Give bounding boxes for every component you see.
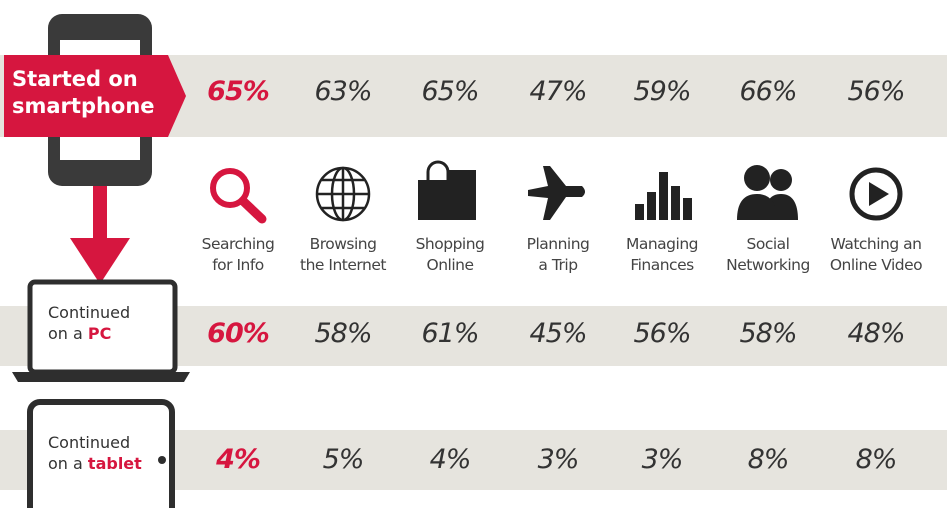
row-label: Continued on a PC: [48, 302, 130, 344]
percent-value: 8%: [855, 444, 898, 475]
percent-value: 3%: [641, 444, 684, 475]
percent-value: 45%: [529, 318, 587, 349]
percent-value: 4%: [216, 444, 261, 475]
icon-plane: [528, 166, 585, 220]
label-line: smartphone: [12, 94, 155, 118]
icon-play: [849, 167, 903, 221]
activity-line: Social: [746, 235, 790, 253]
label-line: on a: [48, 454, 83, 473]
activity-label: Browsing the Internet: [288, 234, 398, 276]
activity-label: Managing Finances: [607, 234, 717, 276]
percent-value: 65%: [421, 76, 479, 107]
activity-line: Watching an: [830, 235, 922, 253]
activity-line: Searching: [201, 235, 275, 253]
label-highlight: tablet: [87, 454, 142, 473]
activity-label: Planning a Trip: [503, 234, 613, 276]
arrow-head: [70, 238, 130, 284]
percent-value: 60%: [207, 318, 270, 349]
activity-line: Shopping: [415, 235, 485, 253]
activity-line: Finances: [630, 256, 694, 274]
laptop-base: [12, 372, 190, 382]
icon-people: [737, 165, 798, 220]
activity-line: Browsing: [309, 235, 377, 253]
icon-bars: [635, 172, 692, 220]
label-line: on a: [48, 324, 83, 343]
percent-value: 65%: [207, 76, 270, 107]
percent-value: 5%: [322, 444, 365, 475]
activity-line: the Internet: [300, 256, 386, 274]
percent-value: 63%: [314, 76, 372, 107]
activity-line: Networking: [726, 256, 810, 274]
activity-label: Searching for Info: [183, 234, 293, 276]
percent-value: 48%: [847, 318, 905, 349]
percent-value: 56%: [847, 76, 905, 107]
activity-line: a Trip: [538, 256, 578, 274]
banner: [4, 55, 186, 137]
percent-value: 4%: [429, 444, 472, 475]
percent-value: 8%: [747, 444, 790, 475]
percent-value: 56%: [633, 318, 691, 349]
label-line: Continued: [48, 433, 131, 452]
activity-line: Planning: [526, 235, 590, 253]
activity-line: Managing: [625, 235, 699, 253]
activity-line: Online: [426, 256, 475, 274]
percent-value: 47%: [529, 76, 587, 107]
percent-value: 3%: [537, 444, 580, 475]
activity-label: Watching an Online Video: [821, 234, 931, 276]
icon-search: [210, 168, 267, 224]
tablet-button: [158, 456, 166, 464]
activity-label: Social Networking: [713, 234, 823, 276]
percent-value: 66%: [739, 76, 797, 107]
tablet: [27, 399, 175, 508]
label-line: Started on: [12, 67, 138, 91]
percent-value: 58%: [314, 318, 372, 349]
row-label: Continued on a tablet: [48, 432, 142, 474]
activity-label: Shopping Online: [395, 234, 505, 276]
percent-value: 58%: [739, 318, 797, 349]
activity-line: Online Video: [829, 256, 923, 274]
label-line: Continued: [48, 303, 131, 322]
icon-globe: [315, 166, 371, 222]
arrow-shaft: [93, 186, 107, 241]
row-label: Started on smartphone: [12, 66, 172, 120]
activity-line: for Info: [212, 256, 264, 274]
percent-value: 61%: [421, 318, 479, 349]
label-highlight: PC: [87, 324, 112, 343]
percent-value: 59%: [633, 76, 691, 107]
icon-bags: [418, 160, 476, 220]
